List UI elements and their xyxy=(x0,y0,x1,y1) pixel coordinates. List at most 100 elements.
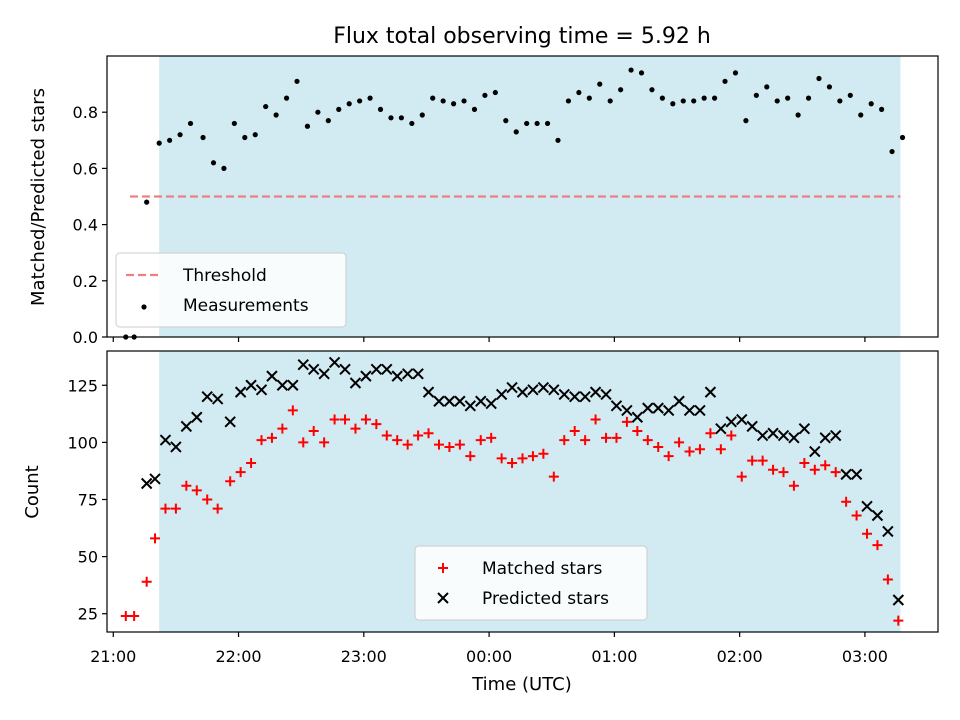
measurement-point xyxy=(503,118,509,124)
predicted-star-point xyxy=(307,363,320,375)
predicted-star-point xyxy=(871,509,884,522)
measurement-point xyxy=(367,95,373,101)
matched-star-point xyxy=(402,439,413,450)
predicted-star-point xyxy=(568,390,581,403)
predicted-star-point xyxy=(652,402,664,414)
predicted-star-point xyxy=(245,379,257,391)
predicted-star-point xyxy=(756,429,769,442)
predicted-star-point xyxy=(777,429,790,442)
matched-star-point xyxy=(160,503,171,514)
matched-star-point xyxy=(778,467,789,478)
predicted-star-point xyxy=(527,384,539,396)
predicted-star-point xyxy=(211,393,224,405)
measurement-point xyxy=(586,95,592,101)
xtick-label: 02:00 xyxy=(717,647,763,666)
bottom-legend: Matched stars Predicted stars xyxy=(414,545,648,621)
measurement-point xyxy=(231,120,237,127)
predicted-star-point xyxy=(360,370,372,382)
predicted-star-point xyxy=(631,411,644,423)
top-series-0 xyxy=(123,67,906,340)
matched-star-point xyxy=(392,435,403,446)
matched-star-point xyxy=(632,425,643,436)
matched-star-point xyxy=(580,435,591,446)
measurement-point xyxy=(430,95,436,101)
matched-star-point xyxy=(277,423,288,434)
predicted-star-point xyxy=(788,432,800,444)
predicted-star-point xyxy=(349,377,362,389)
matched-star-point xyxy=(663,451,674,462)
predicted-star-point xyxy=(401,368,414,380)
measurement-point xyxy=(252,132,258,138)
bottom-plot-area: 25 50 75 100 125 21:00 22:00 23:00 00:00 01:00 02:… xyxy=(67,350,939,666)
predicted-star-point xyxy=(370,363,383,375)
measurement-point xyxy=(388,115,394,121)
measurement-point xyxy=(294,78,300,84)
matched-star-point xyxy=(129,611,140,622)
predicted-star-point xyxy=(170,441,182,453)
x-axis-label: Time (UTC) xyxy=(471,674,572,695)
predicted-star-point xyxy=(704,386,717,398)
predicted-star-point xyxy=(516,386,529,398)
top-y-axis-label: Matched/Predicted stars xyxy=(28,88,49,306)
matched-star-point xyxy=(569,425,580,436)
matched-star-point xyxy=(423,428,434,439)
legend-measurement-swatch xyxy=(141,304,147,310)
measurement-point xyxy=(607,98,613,104)
measurement-point xyxy=(847,92,853,98)
predicted-star-point xyxy=(443,395,456,407)
bottom-series-1 xyxy=(140,356,905,606)
measurement-point xyxy=(450,101,457,107)
measurement-point xyxy=(732,70,739,76)
predicted-star-point xyxy=(589,386,602,398)
matched-star-point xyxy=(266,432,277,443)
matched-star-point xyxy=(371,419,382,430)
matched-star-point xyxy=(381,430,392,441)
legend-label: Measurements xyxy=(183,296,309,316)
measurement-point xyxy=(177,132,183,138)
top-axes-frame xyxy=(106,55,939,338)
matched-star-point xyxy=(413,430,424,441)
matched-star-point xyxy=(548,471,559,482)
predicted-star-point xyxy=(892,594,905,606)
measurement-point xyxy=(701,95,707,101)
measurement-point xyxy=(899,134,906,141)
measurement-point xyxy=(868,101,874,107)
matched-star-point xyxy=(319,437,330,448)
matched-star-point xyxy=(830,467,841,478)
matched-star-point xyxy=(538,448,549,459)
matched-star-point xyxy=(851,510,862,521)
matched-star-point xyxy=(872,540,883,551)
measurement-point xyxy=(273,112,279,118)
matched-star-point xyxy=(454,439,465,450)
matched-star-point xyxy=(287,405,298,416)
predicted-star-point xyxy=(725,416,738,428)
matched-star-point xyxy=(674,437,685,448)
measurement-point xyxy=(419,112,425,118)
measurement-point xyxy=(336,106,342,112)
measurement-point xyxy=(743,118,749,124)
legend-predicted-swatch xyxy=(437,592,449,604)
predicted-star-point xyxy=(180,420,193,433)
xtick-label: 22:00 xyxy=(215,647,261,666)
predicted-star-point xyxy=(506,381,518,394)
bottom-ytick-label: 75 xyxy=(78,490,98,509)
matched-star-point xyxy=(527,451,538,462)
xtick-label: 21:00 xyxy=(90,647,136,666)
measurement-point xyxy=(221,165,227,171)
measurement-point xyxy=(210,160,217,166)
predicted-star-point xyxy=(495,388,508,401)
measurement-point xyxy=(565,98,572,104)
matched-star-point xyxy=(202,494,213,505)
matched-star-point xyxy=(653,441,664,452)
predicted-star-point xyxy=(829,429,842,442)
xtick-label: 01:00 xyxy=(591,647,637,666)
measurement-point xyxy=(346,101,352,107)
measurement-point xyxy=(409,120,415,127)
legend-box xyxy=(414,545,648,621)
matched-star-point xyxy=(715,444,726,455)
measurement-point xyxy=(325,118,331,124)
measurement-point xyxy=(753,92,759,98)
matched-star-point xyxy=(298,437,309,448)
matched-star-point xyxy=(475,435,486,446)
